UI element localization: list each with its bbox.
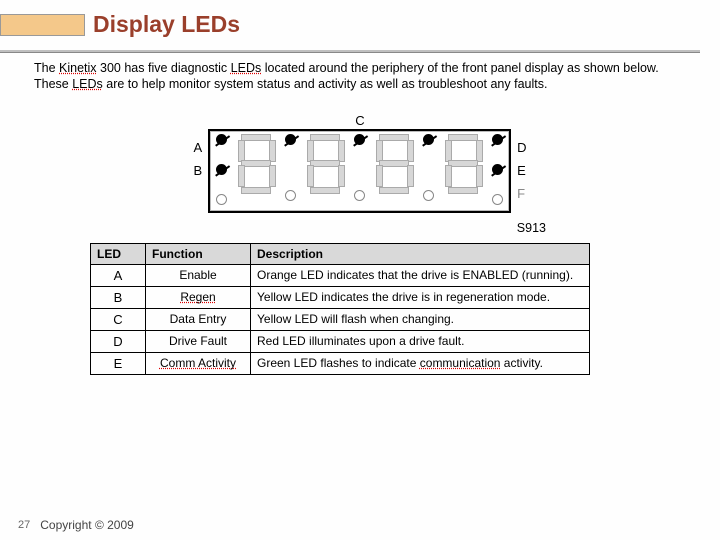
seven-seg-digit bbox=[302, 134, 348, 194]
cell-led: C bbox=[91, 308, 146, 330]
footer: 27 Copyright © 2009 bbox=[18, 518, 134, 532]
led-dot-open bbox=[285, 190, 296, 201]
cell-led: A bbox=[91, 264, 146, 286]
intro-text: 300 has five diagnostic bbox=[97, 61, 231, 75]
cell-desc: Green LED flashes to indicate communicat… bbox=[251, 352, 590, 374]
led-dot-open bbox=[492, 194, 503, 205]
left-labels: A B bbox=[187, 140, 208, 201]
cell-func-text: Regen bbox=[180, 290, 215, 304]
title-accent-block bbox=[0, 14, 85, 36]
label-a: A bbox=[193, 140, 202, 155]
seven-seg-digit bbox=[440, 134, 486, 194]
cell-desc: Orange LED indicates that the drive is E… bbox=[251, 264, 590, 286]
table-row: E Comm Activity Green LED flashes to ind… bbox=[91, 352, 590, 374]
th-func: Function bbox=[146, 243, 251, 264]
cell-desc: Red LED illuminates upon a drive fault. bbox=[251, 330, 590, 352]
cell-desc: Yellow LED will flash when changing. bbox=[251, 308, 590, 330]
intro-kinetix: Kinetix bbox=[59, 61, 97, 75]
intro-text: are to help monitor system status and ac… bbox=[103, 77, 548, 91]
led-dot bbox=[285, 134, 296, 145]
cell-func: Regen bbox=[146, 286, 251, 308]
label-c: C bbox=[150, 113, 570, 129]
copyright: Copyright © 2009 bbox=[40, 518, 134, 532]
cell-func: Enable bbox=[146, 264, 251, 286]
intro-text: The bbox=[34, 61, 59, 75]
desc-text: activity. bbox=[500, 356, 542, 370]
cell-func: Data Entry bbox=[146, 308, 251, 330]
led-dot bbox=[216, 164, 227, 175]
led-dot bbox=[492, 164, 503, 175]
label-e: E bbox=[517, 163, 526, 178]
title-band: Display LEDs bbox=[0, 0, 720, 48]
cell-led: E bbox=[91, 352, 146, 374]
th-led: LED bbox=[91, 243, 146, 264]
label-d: D bbox=[517, 140, 526, 155]
led-table: LED Function Description A Enable Orange… bbox=[90, 243, 590, 375]
right-labels: D E F bbox=[511, 140, 532, 201]
intro-leds: LEDs bbox=[231, 61, 262, 75]
cell-func-text: Comm Activity bbox=[160, 356, 236, 370]
label-b: B bbox=[193, 163, 202, 178]
intro-paragraph: The Kinetix 300 has five diagnostic LEDs… bbox=[34, 60, 686, 93]
led-dot-open bbox=[423, 190, 434, 201]
page-number: 27 bbox=[18, 519, 30, 531]
content-area: The Kinetix 300 has five diagnostic LEDs… bbox=[0, 48, 720, 375]
display-box bbox=[208, 129, 511, 213]
led-dot bbox=[423, 134, 434, 145]
title-underline bbox=[0, 50, 700, 53]
led-dot-open bbox=[354, 190, 365, 201]
cell-desc: Yellow LED indicates the drive is in reg… bbox=[251, 286, 590, 308]
led-dot bbox=[492, 134, 503, 145]
table-row: C Data Entry Yellow LED will flash when … bbox=[91, 308, 590, 330]
page-title: Display LEDs bbox=[93, 11, 240, 38]
led-diagram: C A B bbox=[150, 105, 570, 219]
cell-func: Comm Activity bbox=[146, 352, 251, 374]
desc-text: Green LED flashes to indicate bbox=[257, 356, 420, 370]
diagram-code: S913 bbox=[34, 221, 546, 235]
led-dot bbox=[216, 134, 227, 145]
cell-led: D bbox=[91, 330, 146, 352]
led-dot bbox=[354, 134, 365, 145]
table-row: A Enable Orange LED indicates that the d… bbox=[91, 264, 590, 286]
cell-func: Drive Fault bbox=[146, 330, 251, 352]
intro-leds2: LEDs bbox=[72, 77, 103, 91]
desc-text-wavy: communication bbox=[420, 356, 501, 370]
seven-seg-digit bbox=[371, 134, 417, 194]
th-desc: Description bbox=[251, 243, 590, 264]
label-f: F bbox=[517, 186, 526, 201]
table-row: B Regen Yellow LED indicates the drive i… bbox=[91, 286, 590, 308]
cell-led: B bbox=[91, 286, 146, 308]
table-header-row: LED Function Description bbox=[91, 243, 590, 264]
table-row: D Drive Fault Red LED illuminates upon a… bbox=[91, 330, 590, 352]
led-dot-open bbox=[216, 194, 227, 205]
seven-seg-digit bbox=[233, 134, 279, 194]
